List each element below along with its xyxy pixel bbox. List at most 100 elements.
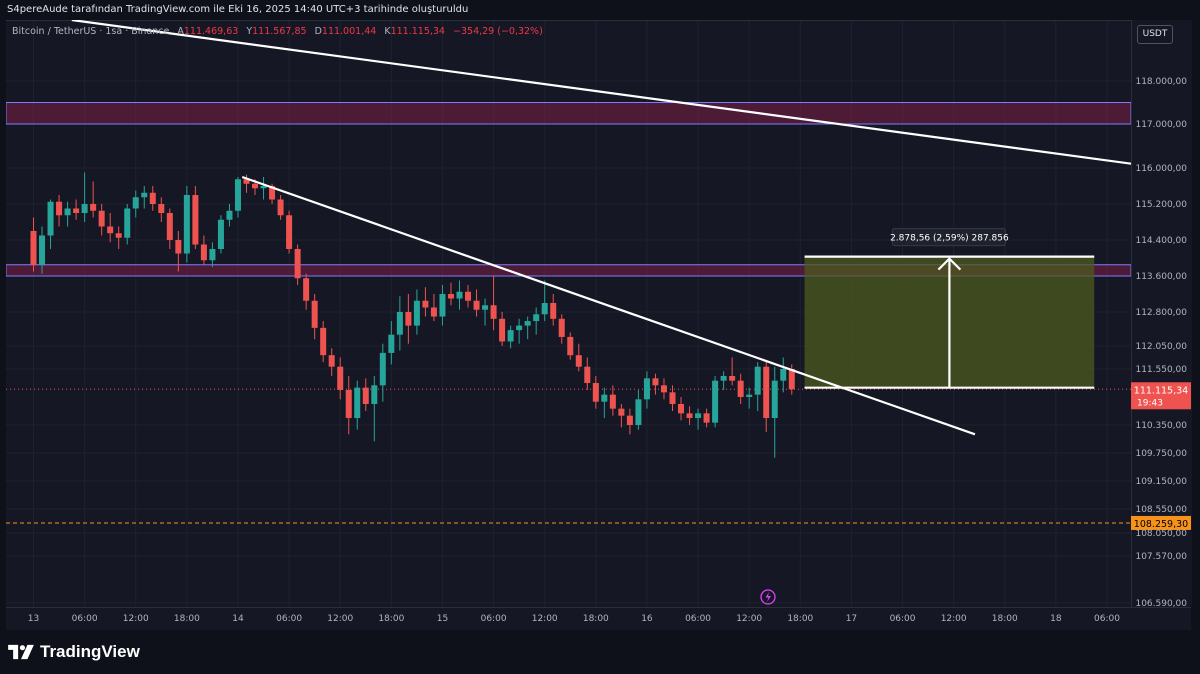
candle [371, 376, 378, 442]
candle [695, 408, 702, 430]
candle-body [609, 394, 616, 409]
candle [81, 172, 88, 222]
alert-icon[interactable] [760, 589, 776, 605]
countdown-label: 19:43 [1137, 398, 1163, 408]
candle-body [217, 219, 224, 249]
candle-body [516, 325, 523, 331]
y-tick-label: 112.800,00 [1135, 308, 1187, 318]
candle-body [64, 208, 71, 216]
candle-body [430, 307, 437, 317]
candle [447, 282, 454, 306]
candle-body [703, 413, 710, 423]
y-ticks: 118.000,00 117.000,00 116.000,00 115.200,00… [1135, 77, 1187, 609]
candle [175, 231, 182, 272]
candle-body [243, 179, 250, 184]
candle [413, 289, 420, 335]
candle-body [396, 312, 403, 335]
candle-body [328, 355, 335, 367]
time-axis[interactable] [6, 607, 1191, 630]
target-arrow-head [937, 257, 962, 271]
candle [422, 287, 429, 317]
candle-body [124, 208, 131, 238]
candle-body [183, 195, 190, 254]
candle-body [209, 249, 216, 261]
candle [260, 177, 267, 200]
candle-body [720, 376, 727, 381]
y-tick-label: 116.000,00 [1135, 164, 1187, 174]
candle-body [541, 303, 548, 315]
candle-body [533, 314, 540, 322]
candle [592, 376, 599, 409]
candle [567, 332, 574, 360]
candle [430, 294, 437, 322]
candle-body [660, 385, 667, 393]
candle [217, 215, 224, 254]
candle-body [311, 300, 318, 328]
candle [507, 325, 514, 349]
candle-body [550, 303, 557, 319]
candle-body [558, 318, 565, 337]
drawings[interactable]: 2.878,56 (2,59%) 287.856 [71, 20, 1180, 436]
open-value: 111.469,63 [183, 26, 239, 37]
x-tick-label: 18 [1050, 614, 1062, 624]
candle-body [149, 192, 156, 204]
y-tick-label: 108.050,00 [1135, 529, 1187, 539]
y-tick-label: 115.200,00 [1135, 200, 1187, 210]
candles [30, 172, 795, 458]
candle [311, 294, 318, 340]
candle-body [473, 300, 480, 310]
candle-body [507, 330, 514, 342]
x-tick-label: 18:00 [992, 614, 1018, 624]
target-label-box [891, 228, 1006, 247]
candle-body [379, 352, 386, 386]
close-label: K [384, 26, 391, 37]
x-tick-label: 16 [641, 614, 653, 624]
candle-body [30, 231, 37, 265]
candle [686, 406, 693, 425]
candle [660, 378, 667, 400]
y-tick-label: 110.350,00 [1135, 421, 1187, 431]
candle-body [166, 213, 173, 240]
candle [388, 321, 395, 365]
footer-branding: TradingView [8, 640, 140, 664]
candle-body [780, 369, 787, 381]
candle [584, 357, 591, 390]
x-tick-label: 18:00 [174, 614, 200, 624]
candle [362, 378, 369, 411]
candle [550, 294, 557, 326]
candle [200, 235, 207, 265]
candle [456, 280, 463, 310]
candle [439, 285, 446, 326]
candle [754, 362, 761, 411]
candle-body [746, 394, 753, 397]
candle-body [294, 249, 301, 279]
candle-body [754, 366, 761, 395]
x-tick-label: 06:00 [481, 614, 507, 624]
x-tick-label: 14 [232, 614, 244, 624]
currency-button[interactable]: USDT [1137, 25, 1173, 44]
price-axis[interactable] [1131, 20, 1192, 607]
candle-body [354, 387, 361, 418]
candle-body [132, 197, 139, 209]
candle [73, 199, 80, 220]
low-value: 111.001,44 [321, 26, 377, 37]
candle-body [678, 404, 685, 414]
symbol-name[interactable]: Bitcoin / TetherUS · 1sa · Binance [12, 26, 170, 37]
candle [379, 343, 386, 402]
candle-body [788, 369, 795, 390]
candle [763, 359, 770, 432]
candle [516, 318, 523, 344]
candle-body [337, 366, 344, 390]
candle-body [524, 321, 531, 326]
x-tick-label: 06:00 [276, 614, 302, 624]
x-ticks: 13 06:00 12:00 18:00 14 06:00 12:00 18:00 15 06:0… [28, 614, 1120, 624]
candle-body [712, 380, 719, 423]
candle [678, 397, 685, 421]
candle-body [73, 208, 80, 213]
candle [345, 376, 352, 435]
candle-body [729, 376, 736, 381]
candle-body [413, 300, 420, 326]
x-tick-label: 06:00 [72, 614, 98, 624]
